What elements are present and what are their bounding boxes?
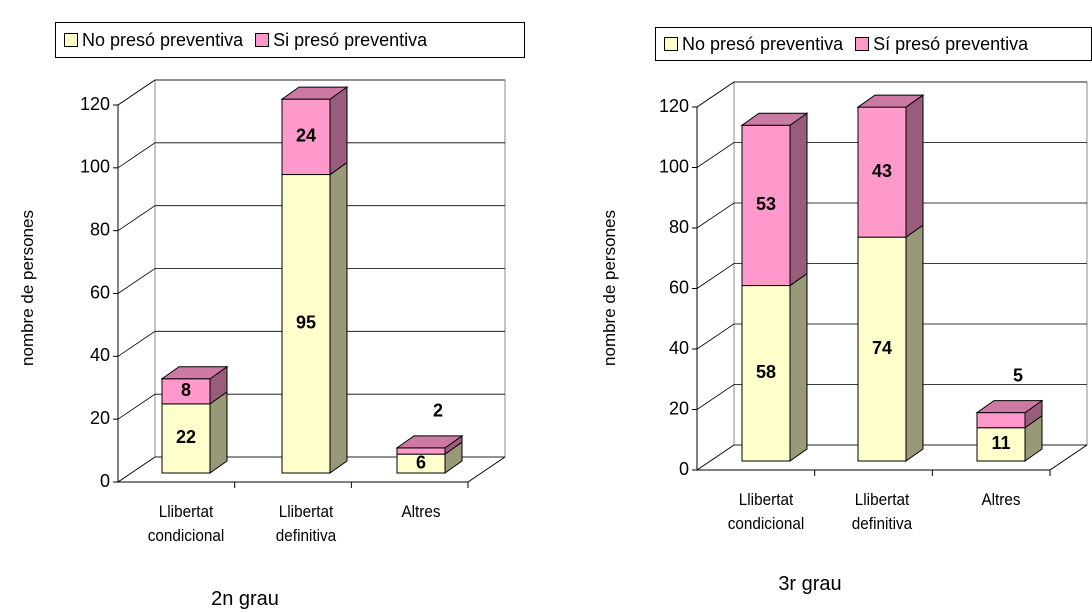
grid-line (696, 384, 1087, 410)
x-tick-label: Llibertat condicional (147, 502, 225, 545)
legend-label: No presó preventiva (82, 29, 244, 50)
bar-front (857, 236, 907, 462)
data-label: 8 (181, 380, 191, 400)
legend-swatch (664, 36, 678, 51)
legend-label: Si presó preventiva (273, 29, 428, 50)
grid-line (117, 205, 505, 231)
legend-swatch (255, 32, 270, 47)
grid-line (117, 142, 505, 169)
grid-line (117, 456, 505, 483)
grid-line (696, 202, 1087, 229)
data-label: 58 (756, 362, 776, 382)
y-axis-title: nombre de persones (18, 210, 37, 366)
bar-front (161, 378, 211, 405)
grid-line (117, 393, 505, 420)
grid-line (696, 142, 1087, 168)
y-tick-label: 60 (669, 277, 689, 297)
bar-side (329, 161, 348, 474)
bar-front (281, 174, 331, 474)
bar-top (856, 94, 925, 108)
legend: No presó preventiva Sí presó preventiva (655, 27, 1092, 61)
y-tick-label: 100 (659, 156, 689, 176)
legend-item: Si presó preventiva (255, 30, 427, 51)
x-tick-label: Llibertat condicional (727, 490, 805, 533)
bar-side (905, 224, 924, 462)
bar-side (789, 272, 808, 462)
grid-line (117, 268, 505, 294)
data-label: 95 (296, 313, 316, 333)
x-tick-label: Llibertat definitiva (851, 490, 913, 533)
data-label: 2 (433, 401, 443, 421)
bar-top (395, 435, 464, 449)
grid-line (696, 263, 1087, 289)
data-label: 5 (1013, 365, 1023, 385)
bar-front (741, 285, 791, 462)
bar-front (976, 412, 1026, 429)
legend-item: No presó preventiva (664, 34, 843, 55)
bar-front (396, 447, 446, 455)
y-axis-title: nombre de persones (600, 210, 619, 366)
legend-label: Sí presó preventiva (873, 33, 1029, 54)
y-tick-label: 60 (90, 282, 110, 302)
legend: No presó preventiva Si presó preventiva (55, 22, 525, 58)
y-tick-label: 40 (90, 345, 110, 365)
x-tick-label: Altres (401, 502, 441, 521)
legend-swatch (64, 32, 78, 47)
y-tick-label: 0 (100, 471, 110, 491)
bar-side (905, 94, 924, 239)
legend-item: Sí presó preventiva (855, 34, 1028, 55)
legend-swatch (855, 36, 870, 51)
x-tick-label: Altres (981, 490, 1021, 509)
y-tick-label: 20 (669, 398, 689, 418)
y-tick-label: 20 (90, 408, 110, 428)
y-tick-label: 0 (679, 459, 689, 479)
grid-line (696, 444, 1087, 471)
grid-line (696, 323, 1087, 350)
y-tick-label: 80 (669, 217, 689, 237)
legend-label: No presó preventiva (682, 33, 844, 54)
bar-top (160, 366, 229, 380)
y-tick-label: 120 (659, 96, 689, 116)
bar-front (976, 427, 1026, 462)
bar-side (329, 86, 348, 176)
y-tick-label: 120 (80, 94, 110, 114)
bar-front (857, 106, 907, 238)
bar-side (209, 390, 228, 474)
grid-line (696, 81, 1087, 108)
bar-top (740, 112, 809, 126)
y-tick-label: 80 (90, 219, 110, 239)
grid-line (117, 330, 505, 357)
data-label: 74 (872, 338, 892, 358)
x-axis-title: 3r grau (778, 573, 842, 595)
x-axis-title: 2n grau (211, 588, 279, 610)
bar-side (789, 112, 808, 287)
y-tick-label: 40 (669, 338, 689, 358)
data-label: 11 (991, 433, 1010, 453)
data-label: 6 (416, 452, 426, 472)
legend-item: No presó preventiva (64, 30, 243, 51)
data-label: 53 (756, 194, 776, 214)
data-label: 43 (872, 161, 892, 181)
grid-line (117, 79, 505, 106)
data-label: 24 (296, 126, 316, 146)
bar-top (280, 86, 349, 100)
x-tick-label: Llibertat definitiva (275, 502, 337, 545)
data-label: 22 (176, 427, 196, 447)
y-tick-label: 100 (80, 157, 110, 177)
bar-top (975, 400, 1044, 414)
